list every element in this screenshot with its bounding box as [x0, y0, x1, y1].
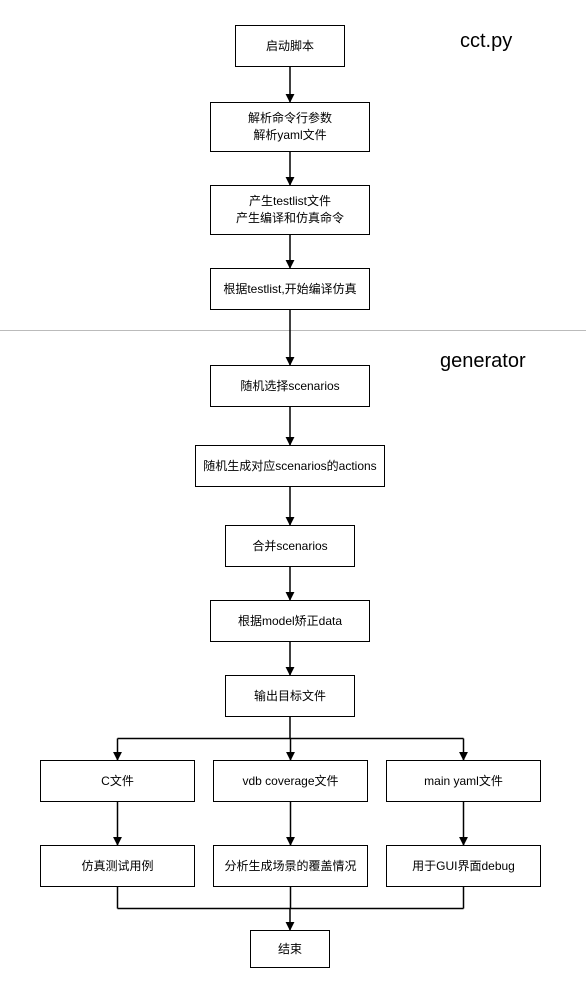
node-end: 结束: [250, 930, 330, 968]
node-c-file: C文件: [40, 760, 195, 802]
section-divider: [0, 330, 586, 331]
node-gui-debug: 用于GUI界面debug: [386, 845, 541, 887]
node-select-scenarios: 随机选择scenarios: [210, 365, 370, 407]
node-gen-testlist: 产生testlist文件 产生编译和仿真命令: [210, 185, 370, 235]
node-gen-actions: 随机生成对应scenarios的actions: [195, 445, 385, 487]
node-sim-testcase: 仿真测试用例: [40, 845, 195, 887]
node-parse-args: 解析命令行参数 解析yaml文件: [210, 102, 370, 152]
node-correct-data: 根据model矫正data: [210, 600, 370, 642]
node-start-script: 启动脚本: [235, 25, 345, 67]
node-merge-scenarios: 合并scenarios: [225, 525, 355, 567]
flowchart-canvas: cct.py generator 启动脚本 解析命令行参数 解析yaml文件 产…: [0, 0, 586, 1000]
section-label-cct: cct.py: [460, 30, 512, 53]
node-vdb-coverage: vdb coverage文件: [213, 760, 368, 802]
section-label-generator: generator: [440, 350, 526, 373]
node-analyze-coverage: 分析生成场景的覆盖情况: [213, 845, 368, 887]
node-output-files: 输出目标文件: [225, 675, 355, 717]
node-main-yaml: main yaml文件: [386, 760, 541, 802]
node-compile-sim: 根据testlist,开始编译仿真: [210, 268, 370, 310]
